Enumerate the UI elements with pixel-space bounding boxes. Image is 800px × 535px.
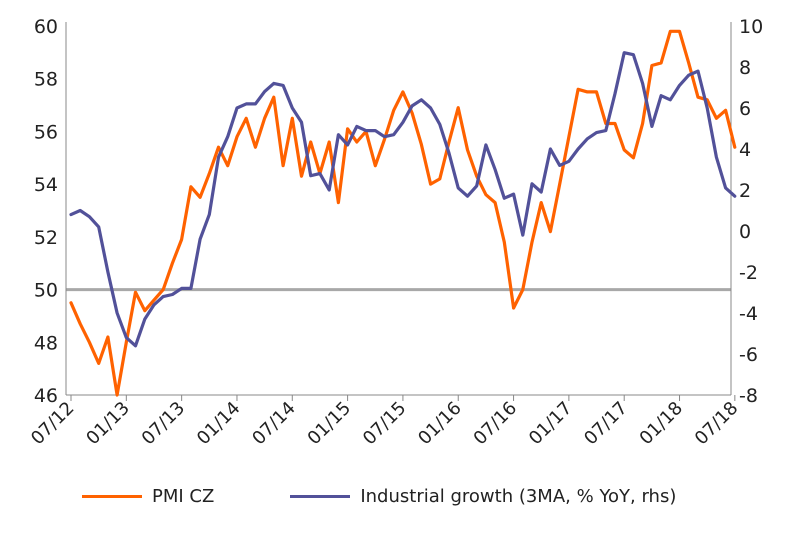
- x-tick-label: 07/16: [470, 398, 522, 450]
- y-tick-left-label: 60: [34, 16, 58, 38]
- y-tick-left-label: 46: [34, 385, 58, 407]
- series-line-industry: [69, 51, 737, 348]
- y-tick-right-label: 0: [739, 221, 751, 243]
- legend-swatch-industry: [290, 495, 351, 498]
- y-tick-left-label: 56: [34, 121, 58, 143]
- x-tick-label: 07/15: [359, 398, 411, 450]
- y-tick-left-label: 48: [34, 332, 58, 354]
- legend-label-industry: Industrial growth (3MA, % YoY, rhs): [360, 486, 677, 507]
- y-tick-left-label: 58: [34, 69, 58, 91]
- legend-swatch-pmi: [82, 495, 142, 498]
- y-tick-right-label: 2: [739, 180, 751, 202]
- series-line-pmi: [69, 29, 737, 397]
- y-tick-left-label: 50: [34, 280, 58, 302]
- x-tick-label: 01/15: [304, 398, 356, 450]
- y-tick-right-label: -2: [739, 262, 758, 284]
- y-tick-right-label: 4: [739, 139, 751, 161]
- y-tick-left-label: 54: [34, 174, 58, 196]
- y-tick-left-label: 52: [34, 227, 58, 249]
- y-tick-right-label: 8: [739, 57, 751, 79]
- y-tick-right-label: 6: [739, 98, 751, 120]
- y-tick-right-label: 10: [739, 16, 763, 38]
- x-tick-label: 01/17: [525, 398, 577, 450]
- y-tick-right-label: -4: [739, 303, 758, 325]
- x-tick-label: 01/13: [82, 398, 134, 450]
- legend-label-pmi: PMI CZ: [152, 486, 215, 507]
- x-tick-label: 01/18: [636, 398, 688, 450]
- x-tick-label: 01/16: [414, 398, 466, 450]
- x-tick-label: 01/14: [193, 398, 245, 450]
- legend-item-pmi: PMI CZ: [82, 486, 214, 507]
- x-tick-label: 07/18: [691, 398, 743, 450]
- x-tick-label: 07/13: [138, 398, 190, 450]
- y-tick-right-label: -8: [739, 385, 758, 407]
- legend-item-industry: Industrial growth (3MA, % YoY, rhs): [290, 486, 676, 507]
- x-tick-label: 07/17: [580, 398, 632, 450]
- x-tick-label: 07/14: [248, 398, 300, 450]
- y-tick-right-label: -6: [739, 344, 758, 366]
- chart-legend: PMI CZ Industrial growth (3MA, % YoY, rh…: [82, 486, 752, 507]
